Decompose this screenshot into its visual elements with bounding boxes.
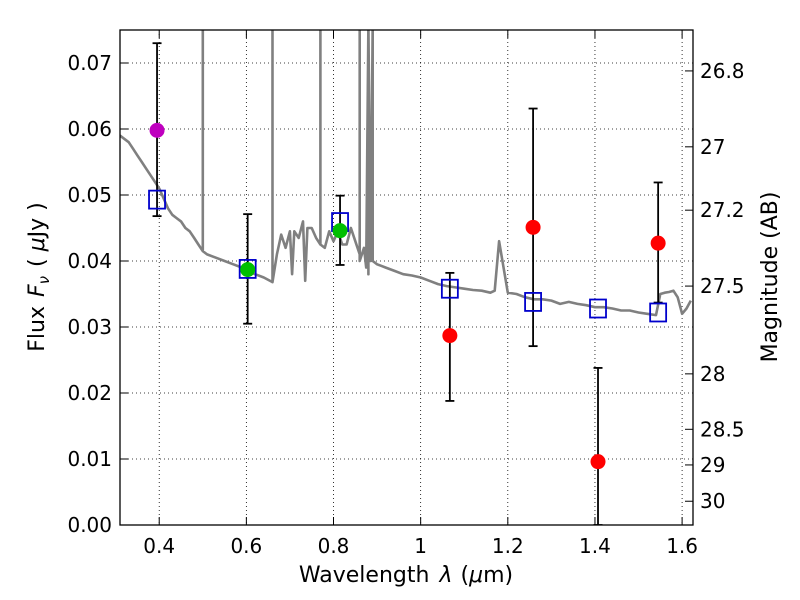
sed-model-line bbox=[120, 30, 692, 317]
observed-point-red bbox=[525, 219, 541, 235]
observed-point-purple bbox=[149, 122, 165, 138]
x-tick-label: 1.2 bbox=[492, 534, 524, 558]
x-tick-label: 0.6 bbox=[230, 534, 262, 558]
data-layer bbox=[120, 30, 692, 525]
y2-tick-label: 30 bbox=[700, 489, 725, 513]
observed-point-red bbox=[650, 235, 666, 251]
x-axis-label: Wavelength λ (μm) bbox=[299, 563, 513, 588]
y2-tick-label: 28 bbox=[700, 362, 725, 386]
x-tick-label: 1.4 bbox=[579, 534, 611, 558]
model-photometry-square bbox=[649, 302, 668, 323]
y-tick-label: 0.06 bbox=[67, 117, 112, 141]
y-axis-label: FluxFν(μJy ) bbox=[25, 202, 53, 351]
axes: 0.4 0.6 0.8 1 1.2 1.4 1.6 0.00 0.01 0.02 0.03 0.04 0… bbox=[67, 30, 745, 558]
observed-point-red bbox=[590, 454, 606, 470]
observed-point-green bbox=[332, 223, 348, 239]
model-photometry-square bbox=[238, 259, 257, 279]
y2-axis-label: Magnitude (AB) bbox=[758, 192, 783, 363]
y2-tick-label: 29 bbox=[700, 453, 725, 477]
x-tick-label: 1 bbox=[414, 534, 427, 558]
observed-point-red bbox=[442, 328, 458, 344]
observed-point-green bbox=[240, 262, 256, 278]
x-tick-label: 1.6 bbox=[666, 534, 698, 558]
model-photometry-square bbox=[440, 278, 459, 299]
model-photometry-square bbox=[148, 189, 166, 210]
x-tick-label: 0.4 bbox=[143, 534, 175, 558]
y2-tick-label: 26.8 bbox=[700, 59, 745, 83]
y-tick-label: 0.03 bbox=[67, 315, 112, 339]
y-tick-label: 0.00 bbox=[67, 513, 112, 537]
y2-tick-label: 27 bbox=[700, 135, 725, 159]
model-photometry-square bbox=[589, 298, 607, 319]
grid bbox=[120, 30, 693, 526]
y2-tick-label: 28.5 bbox=[700, 417, 745, 441]
y-tick-label: 0.04 bbox=[67, 249, 112, 273]
y-tick-label: 0.05 bbox=[67, 183, 112, 207]
x-tick-label: 0.8 bbox=[318, 534, 350, 558]
plot-frame bbox=[119, 29, 694, 526]
y2-tick-label: 27.5 bbox=[700, 274, 745, 298]
y-tick-label: 0.01 bbox=[67, 447, 112, 471]
y-tick-label: 0.02 bbox=[67, 381, 112, 405]
model-photometry-square bbox=[524, 292, 542, 312]
y-tick-label: 0.07 bbox=[67, 51, 112, 75]
y2-tick-label: 27.2 bbox=[700, 198, 745, 222]
